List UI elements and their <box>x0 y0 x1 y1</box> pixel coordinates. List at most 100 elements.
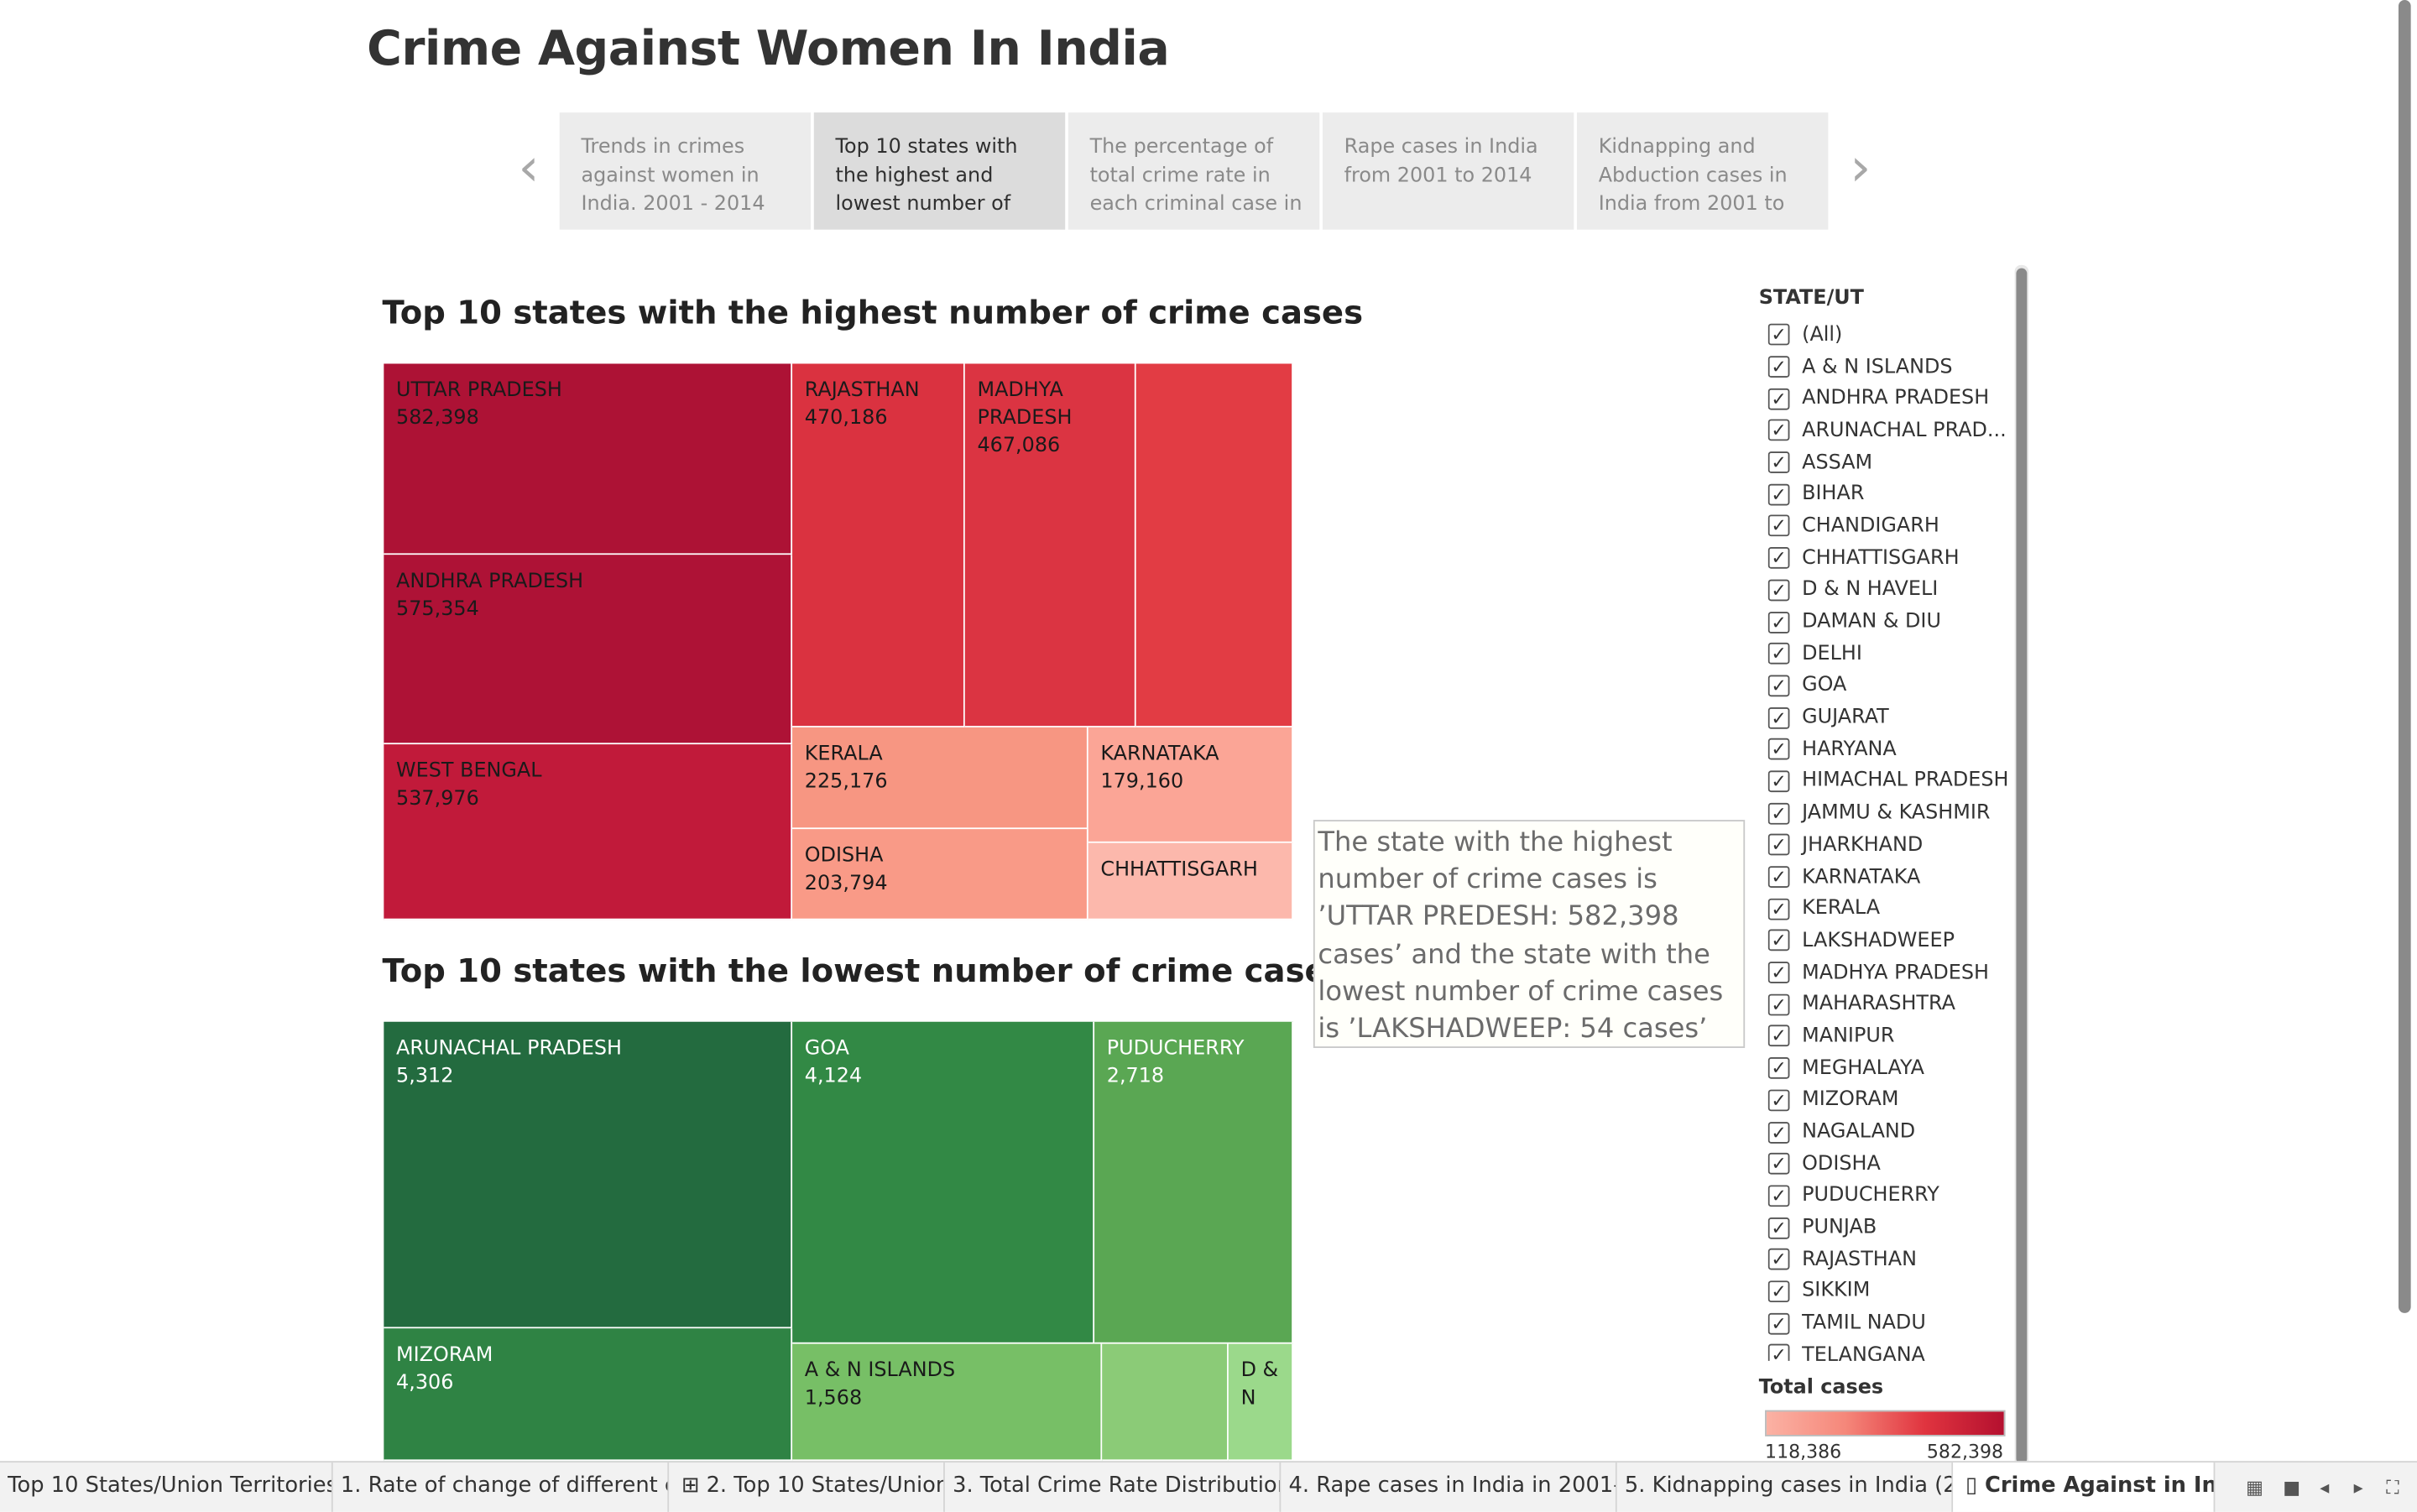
filter-item[interactable]: ✓ ODISHA <box>1767 1148 2007 1180</box>
checkbox-checked-icon[interactable]: ✓ <box>1767 866 1790 889</box>
tile-west-bengal[interactable]: WEST BENGAL 537,976 <box>384 744 793 920</box>
checkbox-checked-icon[interactable]: ✓ <box>1767 483 1790 506</box>
story-prev-icon[interactable]: ‹ <box>518 137 540 199</box>
checkbox-checked-icon[interactable]: ✓ <box>1767 962 1790 984</box>
sheet-tab-2[interactable]: 1. Rate of change of different cri... <box>333 1462 670 1512</box>
filter-item[interactable]: ✓ GUJARAT <box>1767 701 2007 733</box>
prev-sheet-icon[interactable]: ◂ <box>2320 1476 2330 1499</box>
checkbox-checked-icon[interactable]: ✓ <box>1767 1249 1790 1270</box>
tile-kerala[interactable]: KERALA 225,176 <box>792 727 1088 830</box>
story-next-icon[interactable]: › <box>1850 137 1871 199</box>
filter-item[interactable]: ✓ HARYANA <box>1767 733 2007 765</box>
presentation-mode-icon[interactable]: ⛶ <box>2386 1476 2399 1499</box>
filter-item[interactable]: ✓ KARNATAKA <box>1767 861 2007 893</box>
page-scrollbar[interactable] <box>2398 0 2411 1313</box>
story-point-rape[interactable]: Rape cases in India from 2001 to 2014 <box>1322 112 1574 230</box>
tile-odisha[interactable]: ODISHA 203,794 <box>792 829 1088 920</box>
tile-d-n[interactable]: D & N <box>1228 1343 1294 1462</box>
checkbox-checked-icon[interactable]: ✓ <box>1767 834 1790 857</box>
filter-item[interactable]: ✓ A & N ISLANDS <box>1767 351 2007 383</box>
checkbox-checked-icon[interactable]: ✓ <box>1767 770 1790 793</box>
checkbox-checked-icon[interactable]: ✓ <box>1767 643 1790 665</box>
checkbox-checked-icon[interactable]: ✓ <box>1767 930 1790 952</box>
checkbox-checked-icon[interactable]: ✓ <box>1767 1025 1790 1048</box>
filter-item[interactable]: ✓ MEGHALAYA <box>1767 1052 2007 1084</box>
filter-item[interactable]: ✓ D & N HAVELI <box>1767 574 2007 606</box>
tile-mizoram[interactable]: MIZORAM 4,306 <box>384 1328 793 1462</box>
filter-item[interactable]: ✓ ARUNACHAL PRAD... <box>1767 414 2007 446</box>
checkbox-checked-icon[interactable]: ✓ <box>1767 898 1790 920</box>
checkbox-checked-icon[interactable]: ✓ <box>1767 1217 1790 1238</box>
filter-item[interactable]: ✓ MADHYA PRADESH <box>1767 957 2007 988</box>
checkbox-checked-icon[interactable]: ✓ <box>1767 356 1790 378</box>
filter-scrollbar[interactable] <box>2016 268 2028 1464</box>
story-point-percentage[interactable]: The percentage of total crime rate in ea… <box>1068 112 1320 230</box>
story-point-top10[interactable]: Top 10 states with the highest and lowes… <box>813 112 1066 230</box>
sheet-tab-4[interactable]: 3. Total Crime Rate Distribution f... <box>945 1462 1282 1512</box>
checkbox-checked-icon[interactable]: ✓ <box>1767 388 1790 410</box>
checkbox-checked-icon[interactable]: ✓ <box>1767 579 1790 602</box>
filter-item[interactable]: ✓ LAKSHADWEEP <box>1767 925 2007 957</box>
filter-item[interactable]: ✓ JAMMU & KASHMIR <box>1767 797 2007 829</box>
tile-uttar-pradesh[interactable]: UTTAR PRADESH 582,398 <box>384 363 793 555</box>
tile-rajasthan[interactable]: RAJASTHAN 470,186 <box>792 363 965 727</box>
checkbox-checked-icon[interactable]: ✓ <box>1767 1057 1790 1079</box>
tile-goa[interactable]: GOA 4,124 <box>792 1021 1095 1344</box>
tile-madhya-pradesh[interactable]: MADHYA PRADESH 467,086 <box>964 363 1136 727</box>
checkbox-checked-icon[interactable]: ✓ <box>1767 802 1790 825</box>
filmstrip-icon[interactable]: ■ <box>2283 1476 2301 1499</box>
next-sheet-icon[interactable]: ▸ <box>2353 1476 2363 1499</box>
filter-item[interactable]: ✓ RAJASTHAN <box>1767 1243 2007 1275</box>
filter-item[interactable]: ✓ TELANGANA <box>1767 1339 2007 1361</box>
tile-chhattisgarh[interactable]: CHHATTISGARH <box>1088 842 1294 920</box>
checkbox-checked-icon[interactable]: ✓ <box>1767 547 1790 570</box>
checkbox-checked-icon[interactable]: ✓ <box>1767 1121 1790 1143</box>
filter-item[interactable]: ✓ (All) <box>1767 319 2007 351</box>
checkbox-checked-icon[interactable]: ✓ <box>1767 1312 1790 1334</box>
sheet-tab-3[interactable]: ⊞ 2. Top 10 States/Union <box>669 1462 945 1512</box>
filter-item[interactable]: ✓ ASSAM <box>1767 446 2007 478</box>
checkbox-checked-icon[interactable]: ✓ <box>1767 515 1790 538</box>
checkbox-checked-icon[interactable]: ✓ <box>1767 1153 1790 1175</box>
tile-puducherry[interactable]: PUDUCHERRY 2,718 <box>1094 1021 1294 1344</box>
filter-item[interactable]: ✓ HIMACHAL PRADESH <box>1767 765 2007 797</box>
filter-item[interactable]: ✓ TAMIL NADU <box>1767 1307 2007 1339</box>
checkbox-checked-icon[interactable]: ✓ <box>1767 1185 1790 1207</box>
story-point-trends[interactable]: Trends in crimes against women in India.… <box>559 112 812 230</box>
filter-item[interactable]: ✓ JHARKHAND <box>1767 829 2007 861</box>
tile-a-n-islands[interactable]: A & N ISLANDS 1,568 <box>792 1343 1103 1462</box>
filter-item[interactable]: ✓ MAHARASHTRA <box>1767 988 2007 1020</box>
tile-unlabeled-state[interactable] <box>1102 1343 1229 1462</box>
filter-item[interactable]: ✓ MIZORAM <box>1767 1084 2007 1116</box>
checkbox-checked-icon[interactable]: ✓ <box>1767 1280 1790 1302</box>
filter-item[interactable]: ✓ PUNJAB <box>1767 1212 2007 1243</box>
checkbox-checked-icon[interactable]: ✓ <box>1767 675 1790 697</box>
checkbox-checked-icon[interactable]: ✓ <box>1767 324 1790 347</box>
checkbox-checked-icon[interactable]: ✓ <box>1767 993 1790 1016</box>
filter-item[interactable]: ✓ NAGALAND <box>1767 1116 2007 1148</box>
tile-arunachal-pradesh[interactable]: ARUNACHAL PRADESH 5,312 <box>384 1021 793 1329</box>
filter-item[interactable]: ✓ KERALA <box>1767 893 2007 925</box>
sheet-tab-7-active[interactable]: ▯ Crime Against in India <box>1953 1462 2216 1512</box>
grid-view-icon[interactable]: ▦ <box>2246 1476 2263 1499</box>
tile-unlabeled-state[interactable] <box>1135 363 1294 727</box>
filter-item[interactable]: ✓ ANDHRA PRADESH <box>1767 383 2007 414</box>
sheet-tab-1[interactable]: Top 10 States/Union Territories ... <box>0 1462 333 1512</box>
filter-item[interactable]: ✓ CHANDIGARH <box>1767 510 2007 542</box>
filter-item[interactable]: ✓ DELHI <box>1767 638 2007 670</box>
checkbox-checked-icon[interactable]: ✓ <box>1767 706 1790 729</box>
tile-andhra-pradesh[interactable]: ANDHRA PRADESH 575,354 <box>384 555 793 745</box>
checkbox-checked-icon[interactable]: ✓ <box>1767 451 1790 474</box>
checkbox-checked-icon[interactable]: ✓ <box>1767 420 1790 442</box>
checkbox-checked-icon[interactable]: ✓ <box>1767 738 1790 761</box>
tile-karnataka[interactable]: KARNATAKA 179,160 <box>1088 727 1294 843</box>
sheet-tab-6[interactable]: 5. Kidnapping cases in India (20... <box>1617 1462 1954 1512</box>
filter-item[interactable]: ✓ DAMAN & DIU <box>1767 606 2007 638</box>
checkbox-checked-icon[interactable]: ✓ <box>1767 611 1790 633</box>
filter-item[interactable]: ✓ BIHAR <box>1767 478 2007 510</box>
filter-item[interactable]: ✓ MANIPUR <box>1767 1020 2007 1052</box>
story-point-kidnapping[interactable]: Kidnapping and Abduction cases in India … <box>1576 112 1829 230</box>
sheet-tab-5[interactable]: 4. Rape cases in India in 2001-2... <box>1281 1462 1617 1512</box>
filter-item[interactable]: ✓ GOA <box>1767 670 2007 701</box>
filter-item[interactable]: ✓ PUDUCHERRY <box>1767 1180 2007 1212</box>
